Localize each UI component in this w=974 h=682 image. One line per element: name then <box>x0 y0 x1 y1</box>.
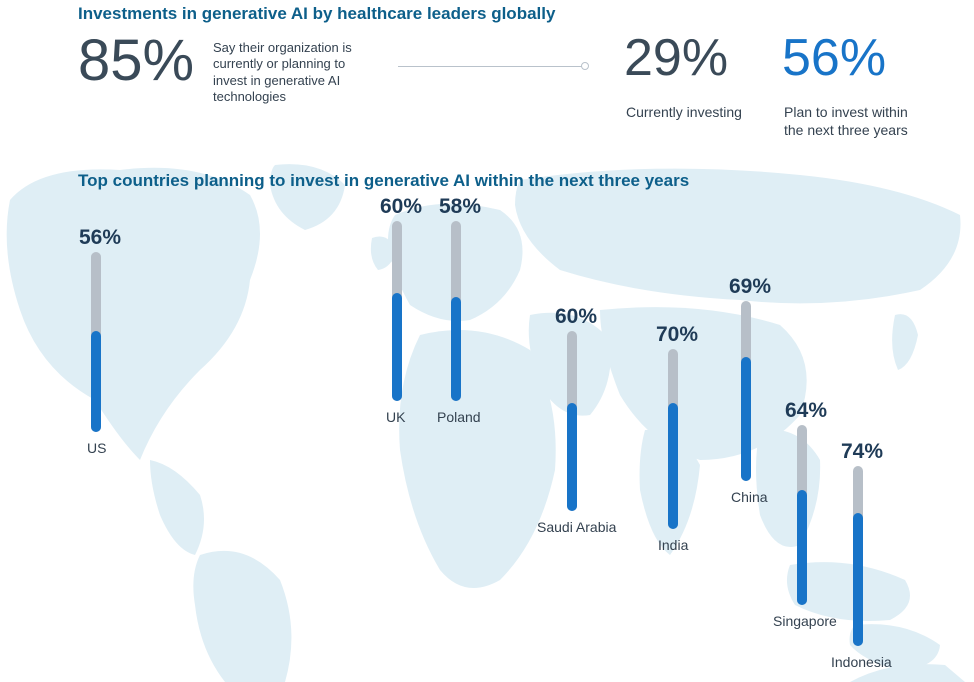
country-bar-uk <box>392 221 402 401</box>
country-label: US <box>87 440 106 456</box>
country-bar-fill <box>451 297 461 401</box>
country-label: India <box>658 537 688 553</box>
country-bar-us <box>91 252 101 432</box>
country-bar-fill <box>853 513 863 646</box>
country-bar-fill <box>741 357 751 481</box>
country-bar-china <box>741 301 751 481</box>
country-pct: 58% <box>439 195 481 219</box>
country-pct: 64% <box>785 399 827 423</box>
country-pct: 69% <box>729 275 771 299</box>
country-label: China <box>731 489 768 505</box>
country-bar-fill <box>668 403 678 529</box>
stat-value-0: 85% <box>78 32 194 90</box>
stat-desc-1: Currently investing <box>626 104 776 122</box>
world-map-bg <box>0 160 974 682</box>
stat-desc-2: Plan to invest withinthe next three year… <box>784 104 944 139</box>
country-pct: 74% <box>841 440 883 464</box>
country-pct: 60% <box>380 195 422 219</box>
country-pct: 70% <box>656 323 698 347</box>
country-bar-fill <box>797 490 807 605</box>
stat-value-1: 29% <box>624 32 728 84</box>
country-bar-indonesia <box>853 466 863 646</box>
country-label: Indonesia <box>831 654 892 670</box>
stat-desc-0: Say their organization iscurrently or pl… <box>213 40 393 105</box>
country-bar-india <box>668 349 678 529</box>
country-pct: 60% <box>555 305 597 329</box>
country-bar-fill <box>567 403 577 511</box>
stat-value-2: 56% <box>782 32 886 84</box>
country-bar-saudi-arabia <box>567 331 577 511</box>
section-title-investments: Investments in generative AI by healthca… <box>78 4 555 24</box>
country-label: Poland <box>437 409 481 425</box>
country-bar-fill <box>392 293 402 401</box>
stat-divider-line <box>398 66 585 67</box>
country-bar-poland <box>451 221 461 401</box>
country-pct: 56% <box>79 226 121 250</box>
country-label: Saudi Arabia <box>537 519 616 535</box>
section-title-countries: Top countries planning to invest in gene… <box>78 171 689 191</box>
country-label: Singapore <box>773 613 837 629</box>
country-bar-fill <box>91 331 101 432</box>
country-label: UK <box>386 409 405 425</box>
country-bar-singapore <box>797 425 807 605</box>
stat-divider-dot <box>581 62 589 70</box>
